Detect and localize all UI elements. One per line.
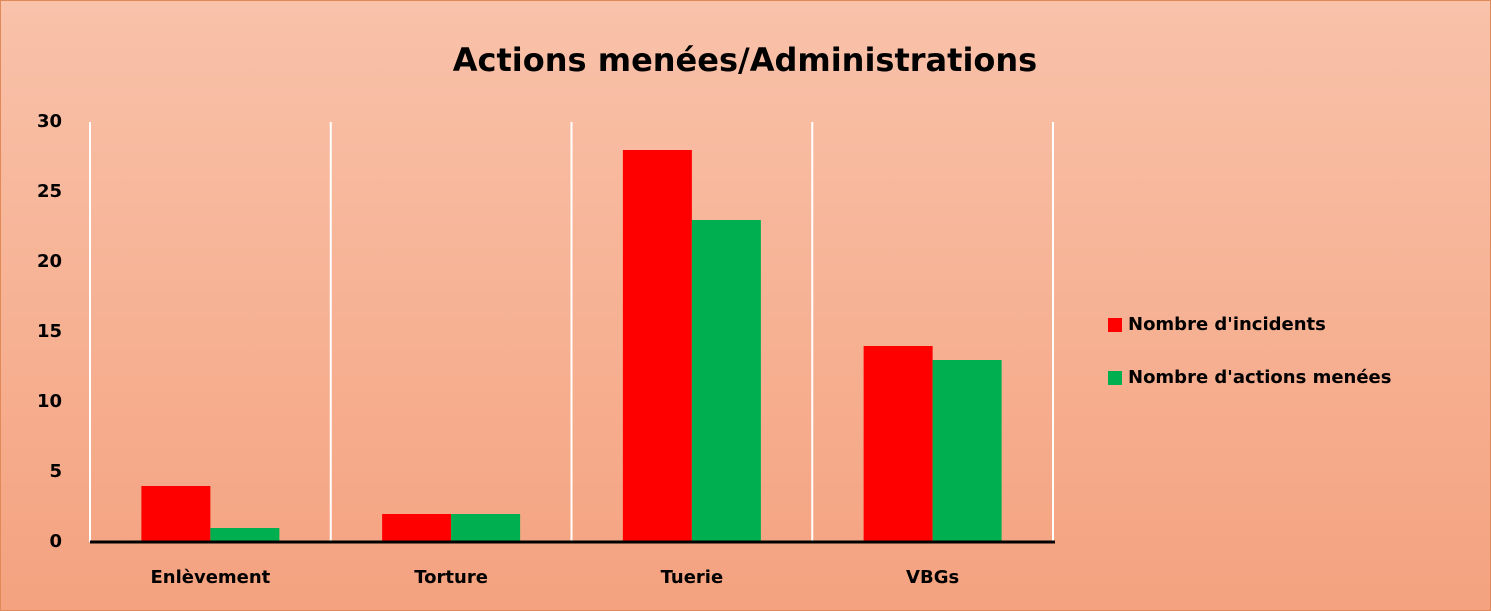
x-tick-label: Torture — [414, 567, 488, 588]
legend-label: Nombre d'incidents — [1128, 314, 1326, 335]
bar — [451, 514, 521, 542]
x-tick-label: Enlèvement — [150, 567, 270, 588]
bar — [863, 346, 933, 542]
chart-title: Actions menées/Administrations — [453, 41, 1037, 79]
y-tick-label: 15 — [37, 321, 62, 342]
y-tick-label: 5 — [49, 461, 62, 482]
bar — [932, 360, 1002, 542]
bar — [382, 514, 452, 542]
y-tick-label: 0 — [49, 531, 62, 552]
legend-swatch — [1108, 371, 1122, 385]
bar — [210, 528, 280, 542]
x-tick-label: Tuerie — [661, 567, 724, 588]
legend-swatch — [1108, 318, 1122, 332]
bar — [141, 486, 211, 542]
bar — [691, 220, 761, 542]
y-tick-label: 20 — [37, 251, 62, 272]
y-tick-label: 10 — [37, 391, 62, 412]
bar — [622, 150, 692, 542]
y-tick-label: 25 — [37, 181, 62, 202]
x-tick-label: VBGs — [906, 567, 959, 588]
legend-label: Nombre d'actions menées — [1128, 367, 1391, 388]
y-tick-label: 30 — [37, 111, 62, 132]
